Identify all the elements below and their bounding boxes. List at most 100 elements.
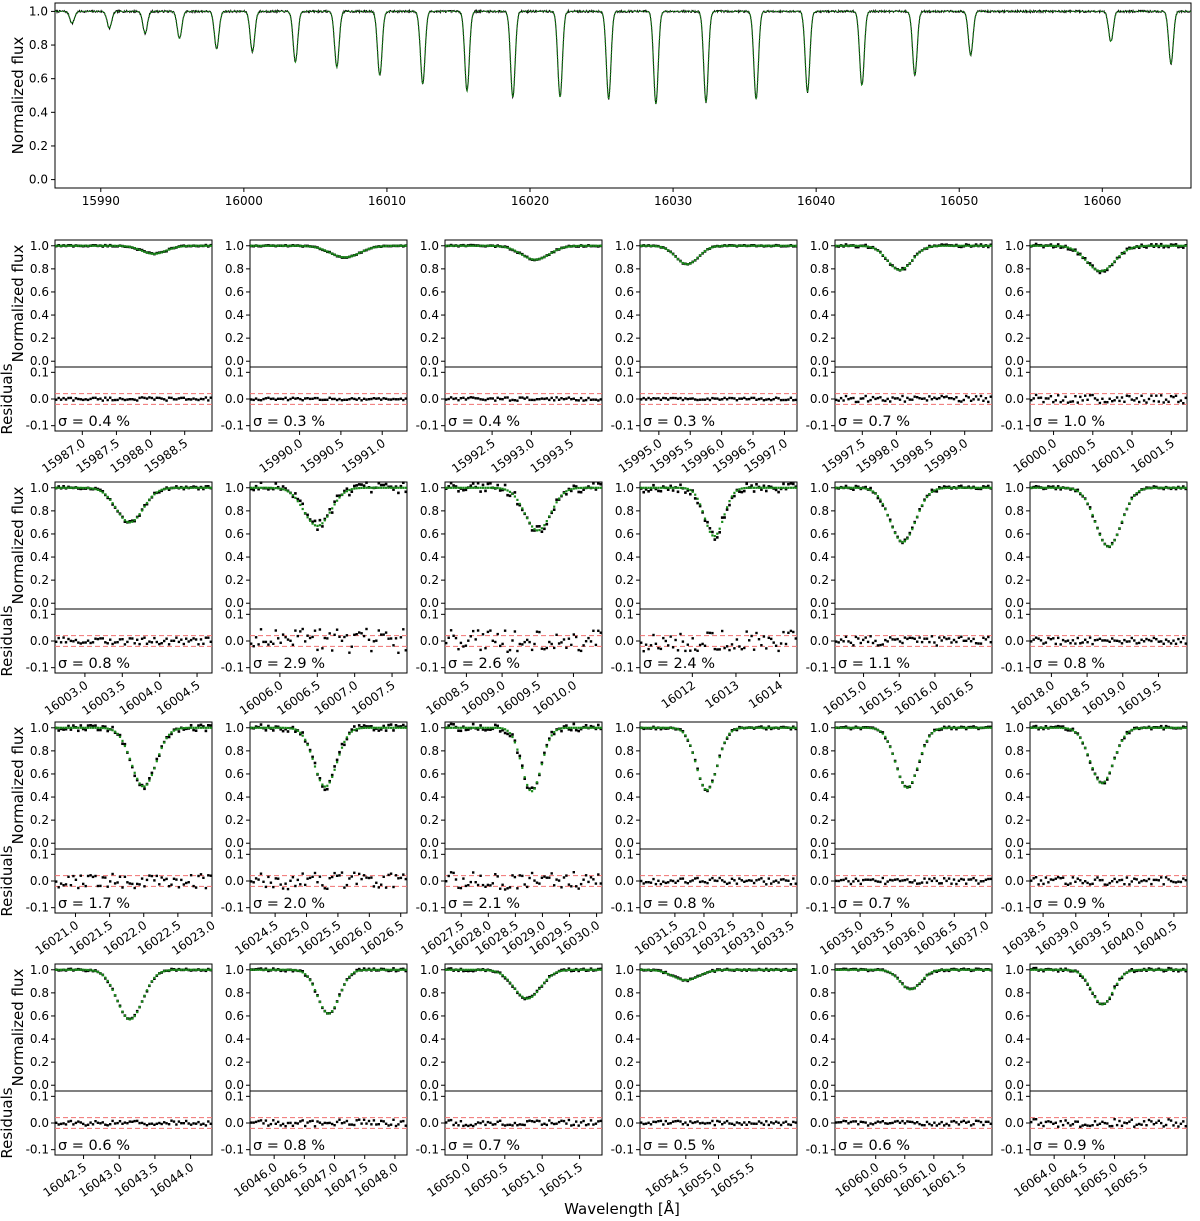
model-point: [908, 262, 911, 265]
residual-point: [857, 400, 860, 404]
model-point: [1101, 782, 1104, 785]
residual-point: [662, 880, 665, 883]
model-point: [136, 777, 139, 780]
residual-point: [1101, 397, 1104, 400]
residual-point: [370, 1123, 373, 1126]
residual-point: [82, 882, 85, 886]
residual-point: [582, 878, 585, 881]
model-point: [1108, 265, 1111, 268]
residual-point: [467, 1124, 470, 1128]
residual-point: [691, 397, 694, 400]
model-point: [852, 486, 855, 489]
flux-y-tick-label: 0.0: [1005, 354, 1024, 368]
residual-point: [279, 883, 282, 886]
observed-point: [209, 724, 213, 727]
x-tick-label: 15992.5: [449, 436, 498, 476]
flux-y-tick-label: 0.4: [225, 1032, 244, 1046]
observed-point: [597, 482, 600, 485]
model-point: [209, 968, 212, 971]
model-point: [844, 726, 848, 729]
residual-point: [257, 643, 260, 646]
flux-y-tick-label: 0.8: [420, 744, 439, 758]
residual-point: [760, 1121, 763, 1125]
residual-point: [109, 1123, 112, 1126]
residual-point: [597, 629, 600, 632]
model-point: [504, 728, 507, 731]
model-point: [585, 726, 588, 729]
residual-point: [755, 879, 758, 882]
residual-y-tick-label: 0.0: [420, 634, 439, 648]
model-point: [794, 726, 797, 729]
residual-point: [652, 633, 655, 637]
residual-point: [279, 397, 282, 400]
residual-point: [143, 1122, 146, 1126]
residual-point: [839, 396, 843, 400]
model-point: [733, 491, 736, 494]
model-point: [1118, 744, 1121, 748]
model-point: [955, 726, 958, 729]
model-point: [1184, 726, 1187, 729]
residual-point: [1059, 643, 1062, 646]
model-point: [676, 977, 680, 980]
model-point: [587, 726, 590, 729]
residual-point: [642, 882, 645, 885]
residual-point: [499, 397, 502, 401]
model-point: [177, 727, 180, 730]
residual-point: [893, 878, 897, 881]
residual-point: [84, 641, 87, 644]
model-point: [447, 968, 450, 971]
residual-point: [131, 637, 134, 640]
observed-point: [506, 732, 509, 736]
residual-point: [106, 885, 109, 888]
residual-point: [375, 639, 378, 642]
observed-point: [291, 969, 295, 973]
observed-point: [484, 489, 487, 493]
residual-point: [691, 879, 694, 882]
model-point: [647, 968, 650, 972]
sigma-label: σ = 1.7 %: [58, 896, 130, 912]
residual-point: [852, 396, 855, 400]
model-point: [277, 244, 280, 247]
model-point: [1145, 244, 1148, 247]
residual-point: [594, 398, 598, 401]
residual-point: [689, 397, 692, 400]
observed-point: [525, 786, 529, 789]
residual-point: [570, 1124, 573, 1127]
model-point: [180, 245, 183, 248]
model-point: [782, 244, 785, 247]
model-point: [911, 528, 914, 531]
residual-point: [896, 637, 899, 641]
observed-point: [789, 727, 793, 731]
model-point: [272, 486, 275, 490]
model-point: [672, 486, 675, 489]
model-point: [118, 735, 122, 738]
residual-point: [787, 879, 790, 882]
flux-y-tick-label: 0.4: [1005, 550, 1024, 564]
residual-point: [172, 877, 176, 880]
model-point: [676, 728, 680, 731]
residual-point: [189, 398, 193, 401]
observed-point: [1098, 271, 1102, 275]
residual-point: [118, 875, 122, 878]
model-point: [353, 254, 356, 257]
observed-point: [340, 742, 344, 746]
residual-point: [987, 877, 990, 881]
residual-point: [725, 1119, 729, 1123]
observed-point: [308, 748, 312, 752]
residual-point: [728, 1122, 731, 1125]
residual-point: [540, 1123, 544, 1126]
model-point: [259, 244, 263, 247]
flux-y-tick-label: 0.2: [225, 813, 244, 827]
residual-point: [945, 637, 948, 641]
residual-point: [555, 396, 558, 399]
residual-point: [1086, 398, 1089, 401]
model-point: [494, 970, 497, 973]
observed-point: [316, 528, 319, 531]
model-point: [138, 513, 141, 516]
residual-point: [777, 397, 780, 400]
observed-point: [343, 489, 346, 493]
model-point: [128, 245, 131, 248]
residual-point: [1142, 399, 1146, 402]
observed-point: [1106, 268, 1109, 272]
residual-point: [789, 883, 793, 886]
